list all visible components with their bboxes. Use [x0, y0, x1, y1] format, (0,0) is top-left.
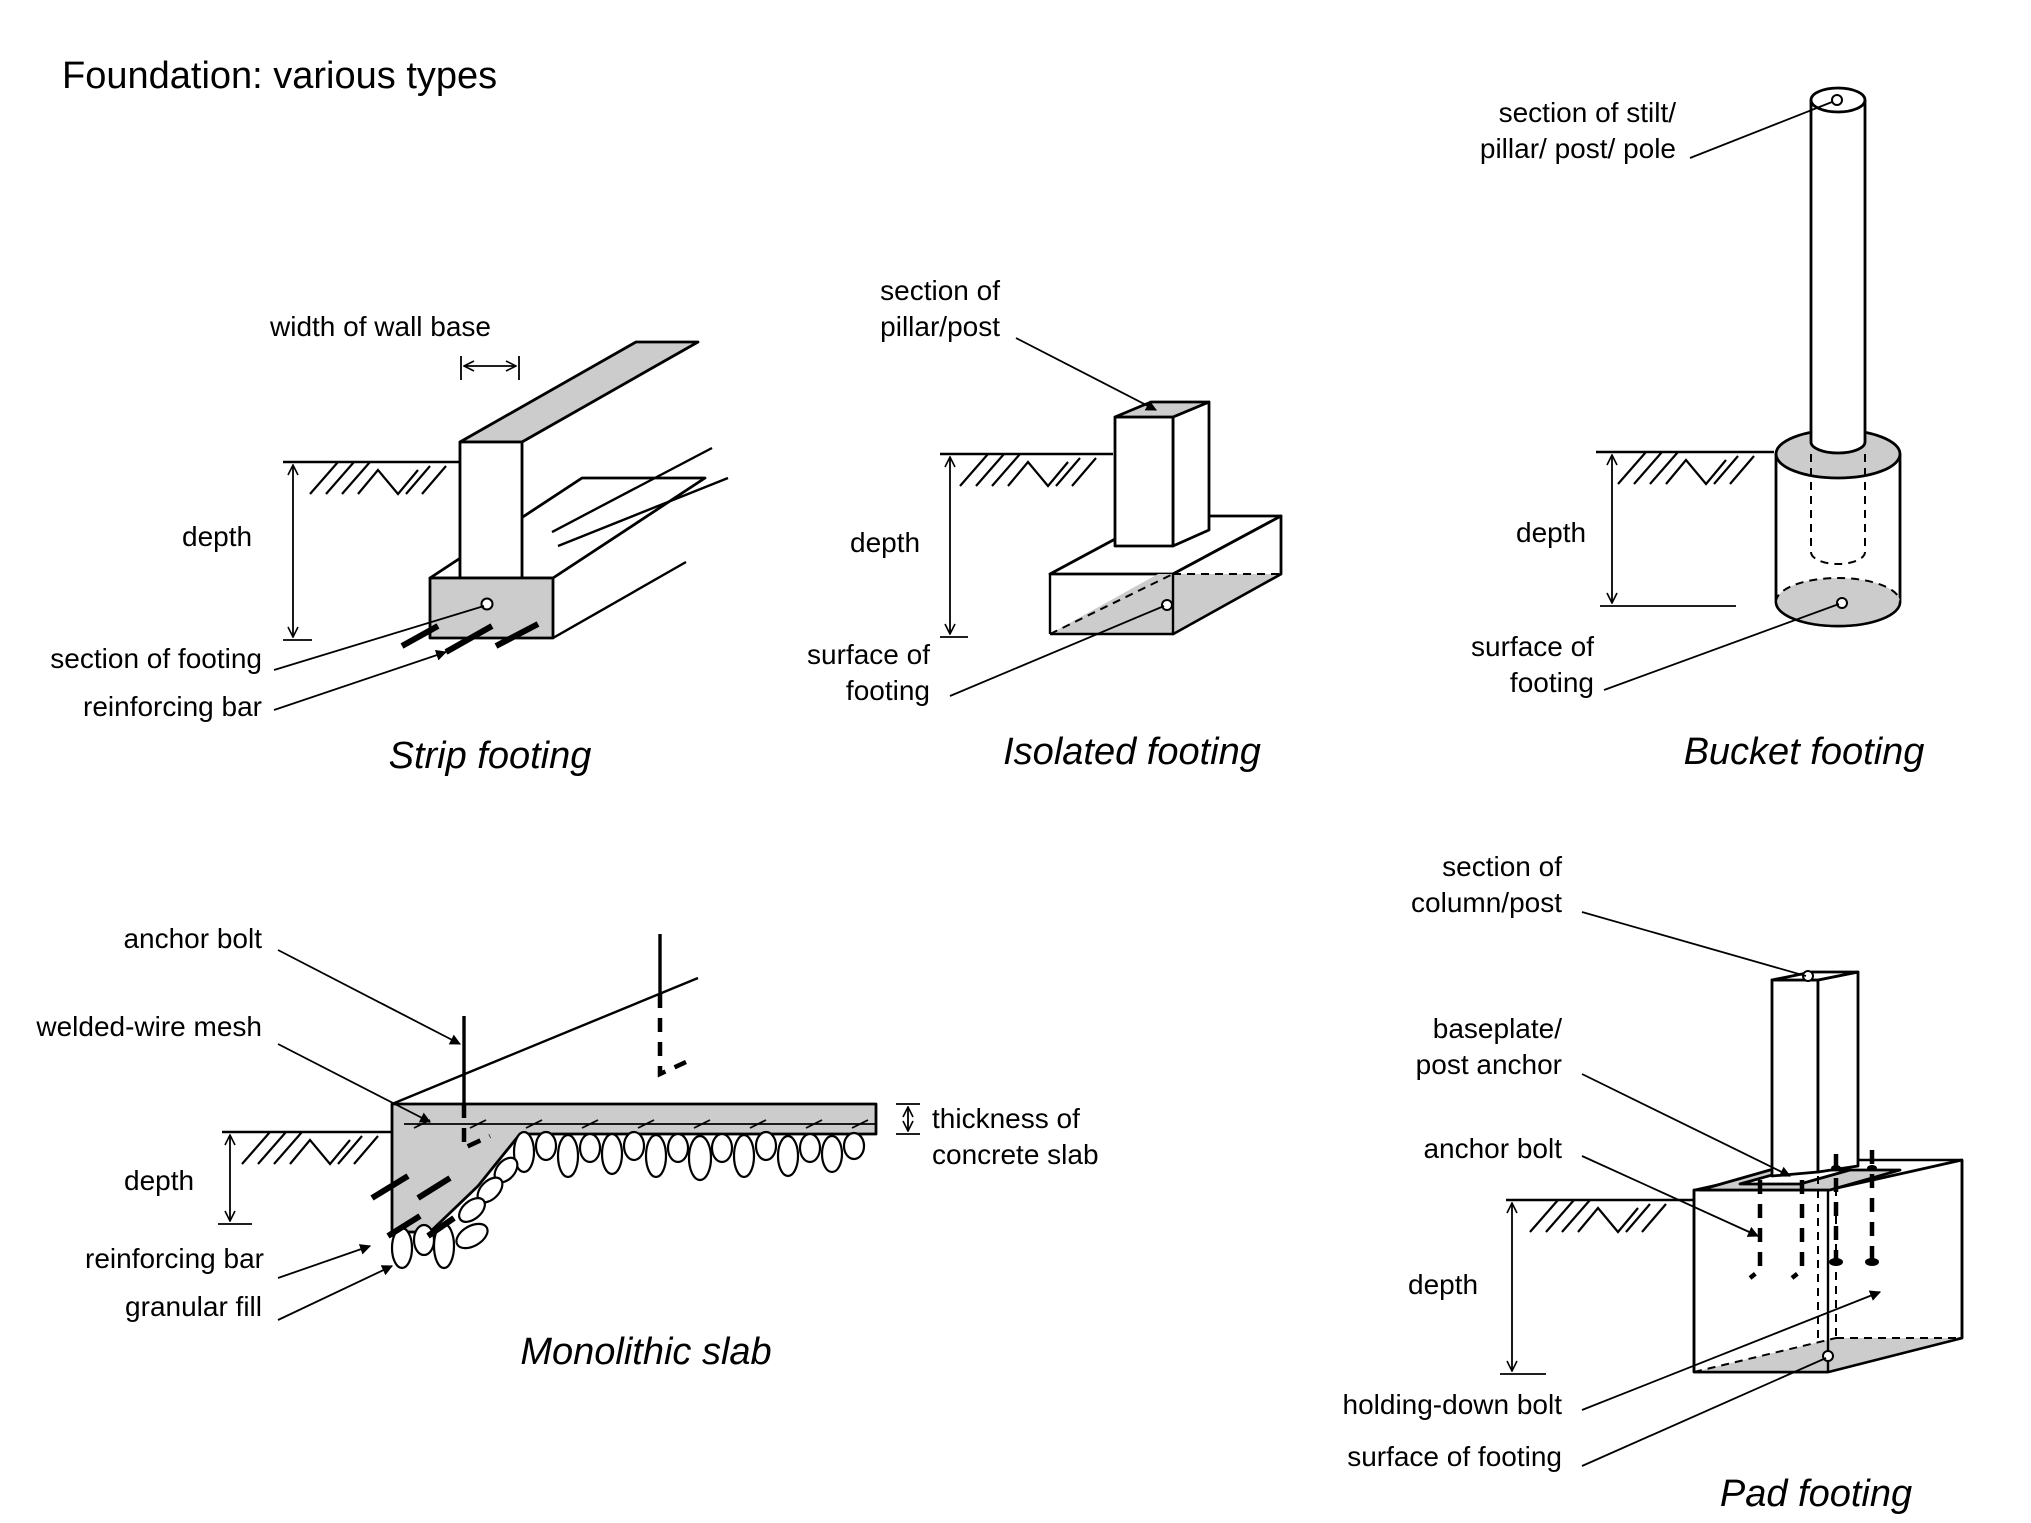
monolithic-depth-label: depth — [124, 1165, 194, 1196]
pad-depth-dimension — [1500, 1203, 1546, 1375]
monolithic-anchor-label: anchor bolt — [123, 923, 262, 954]
isolated-surface-label-2: footing — [846, 675, 930, 706]
strip-width-dimension — [460, 356, 520, 380]
bucket-surface-marker — [1836, 597, 1848, 609]
monolithic-mesh-label: welded-wire mesh — [35, 1011, 262, 1042]
bucket-stilt-leader — [1689, 101, 1833, 159]
isolated-pillar-label-1: section of — [880, 275, 1000, 306]
bucket-pole — [1809, 100, 1867, 455]
strip-reinforcing-bars — [400, 621, 540, 655]
pad-holding-leader — [1581, 1290, 1882, 1411]
monolithic-mesh-leader — [277, 1043, 431, 1123]
monolithic-granular-fill — [390, 1130, 866, 1270]
strip-wall-front — [458, 440, 524, 580]
bucket-surface-label-2: footing — [1510, 667, 1594, 698]
isolated-depth-dimension — [940, 457, 968, 638]
page-title: Foundation: various types — [62, 55, 497, 97]
isolated-pillar-section — [1113, 400, 1211, 419]
pad-baseplate-label-2: post anchor — [1416, 1049, 1562, 1080]
monolithic-reinforcing-bars — [370, 1173, 456, 1239]
bucket-surface-label-1: surface of — [1471, 631, 1594, 662]
strip-depth-label: depth — [182, 521, 252, 552]
pad-column-label-1: section of — [1442, 851, 1562, 882]
bucket-surface-leader — [1603, 603, 1840, 691]
bucket-depth-label: depth — [1516, 517, 1586, 548]
isolated-surface-marker — [1161, 599, 1173, 611]
pad-depth-label: depth — [1408, 1269, 1478, 1300]
monolithic-ground-line — [222, 1130, 392, 1166]
pad-baseplate-label-1: baseplate/ — [1433, 1013, 1562, 1044]
pad-column-side — [1816, 970, 1860, 1174]
strip-bar-label: reinforcing bar — [83, 691, 262, 722]
monolithic-fill-label: granular fill — [125, 1291, 262, 1322]
bucket-pole-marker — [1831, 94, 1843, 106]
monolithic-caption: Monolithic slab — [520, 1331, 771, 1373]
strip-wall-top — [458, 340, 700, 444]
isolated-surface-label-1: surface of — [807, 639, 930, 670]
monolithic-thickness-label-1: thickness of — [932, 1103, 1080, 1134]
isolated-pillar-side — [1171, 400, 1211, 548]
strip-ground-line — [283, 460, 460, 496]
isolated-caption: Isolated footing — [1003, 731, 1261, 773]
isolated-pillar-label-2: pillar/post — [880, 311, 1000, 342]
pad-surface-leader — [1581, 1357, 1827, 1467]
pad-anchor-leader — [1581, 1155, 1760, 1237]
bucket-footing: depth section of stilt/ pillar/ post/ po… — [1471, 86, 1925, 773]
pad-baseplate-leader — [1581, 1073, 1791, 1177]
bucket-stilt-label-2: pillar/ post/ pole — [1480, 133, 1676, 164]
pad-column-label-2: column/post — [1411, 887, 1562, 918]
isolated-footing: depth section of pillar/post surface of … — [807, 275, 1283, 773]
strip-caption: Strip footing — [389, 735, 592, 777]
monolithic-bar-leader — [277, 1244, 372, 1279]
pad-ground-line — [1506, 1198, 1706, 1234]
isolated-pillar-front — [1113, 415, 1175, 548]
monolithic-anchor-leader — [277, 949, 461, 1045]
pad-footing: depth section of column/post baseplate/ … — [1343, 851, 1964, 1515]
bucket-depth-dimension — [1600, 455, 1736, 607]
pad-anchor-label: anchor bolt — [1423, 1133, 1562, 1164]
pad-holding-label: holding-down bolt — [1343, 1389, 1563, 1420]
pad-column-front — [1770, 978, 1820, 1178]
monolithic-thickness-dimension — [896, 1103, 920, 1135]
strip-footing-section-marker — [480, 597, 494, 611]
monolithic-slab: thickness of concrete slab depth anchor … — [35, 923, 1098, 1373]
isolated-depth-label: depth — [850, 527, 920, 558]
strip-section-label: section of footing — [50, 643, 262, 674]
monolithic-wire-mesh — [404, 1119, 876, 1129]
monolithic-anchor-bolts — [461, 934, 687, 1152]
bucket-ground-line — [1596, 450, 1774, 486]
strip-depth-dimension — [283, 465, 312, 641]
monolithic-thickness-label-2: concrete slab — [932, 1139, 1099, 1170]
strip-footing: width of wall base depth section of foot… — [50, 311, 729, 777]
pad-column-leader — [1581, 911, 1807, 977]
monolithic-bar-label: reinforcing bar — [85, 1243, 264, 1274]
bucket-caption: Bucket footing — [1684, 731, 1925, 773]
isolated-pillar-leader — [1015, 337, 1157, 411]
isolated-ground-line — [940, 452, 1113, 488]
bucket-stilt-label-1: section of stilt/ — [1499, 97, 1677, 128]
strip-bar-leader — [273, 649, 448, 711]
isolated-surface-leader — [949, 605, 1165, 697]
monolithic-depth-dimension — [218, 1135, 252, 1225]
strip-width-label: width of wall base — [269, 311, 491, 342]
pad-anchor-bolts — [1748, 1150, 1879, 1280]
pad-surface-label: surface of footing — [1347, 1441, 1562, 1472]
strip-section-leader — [273, 605, 485, 671]
monolithic-fill-leader — [277, 1265, 393, 1321]
pad-caption: Pad footing — [1720, 1473, 1912, 1515]
